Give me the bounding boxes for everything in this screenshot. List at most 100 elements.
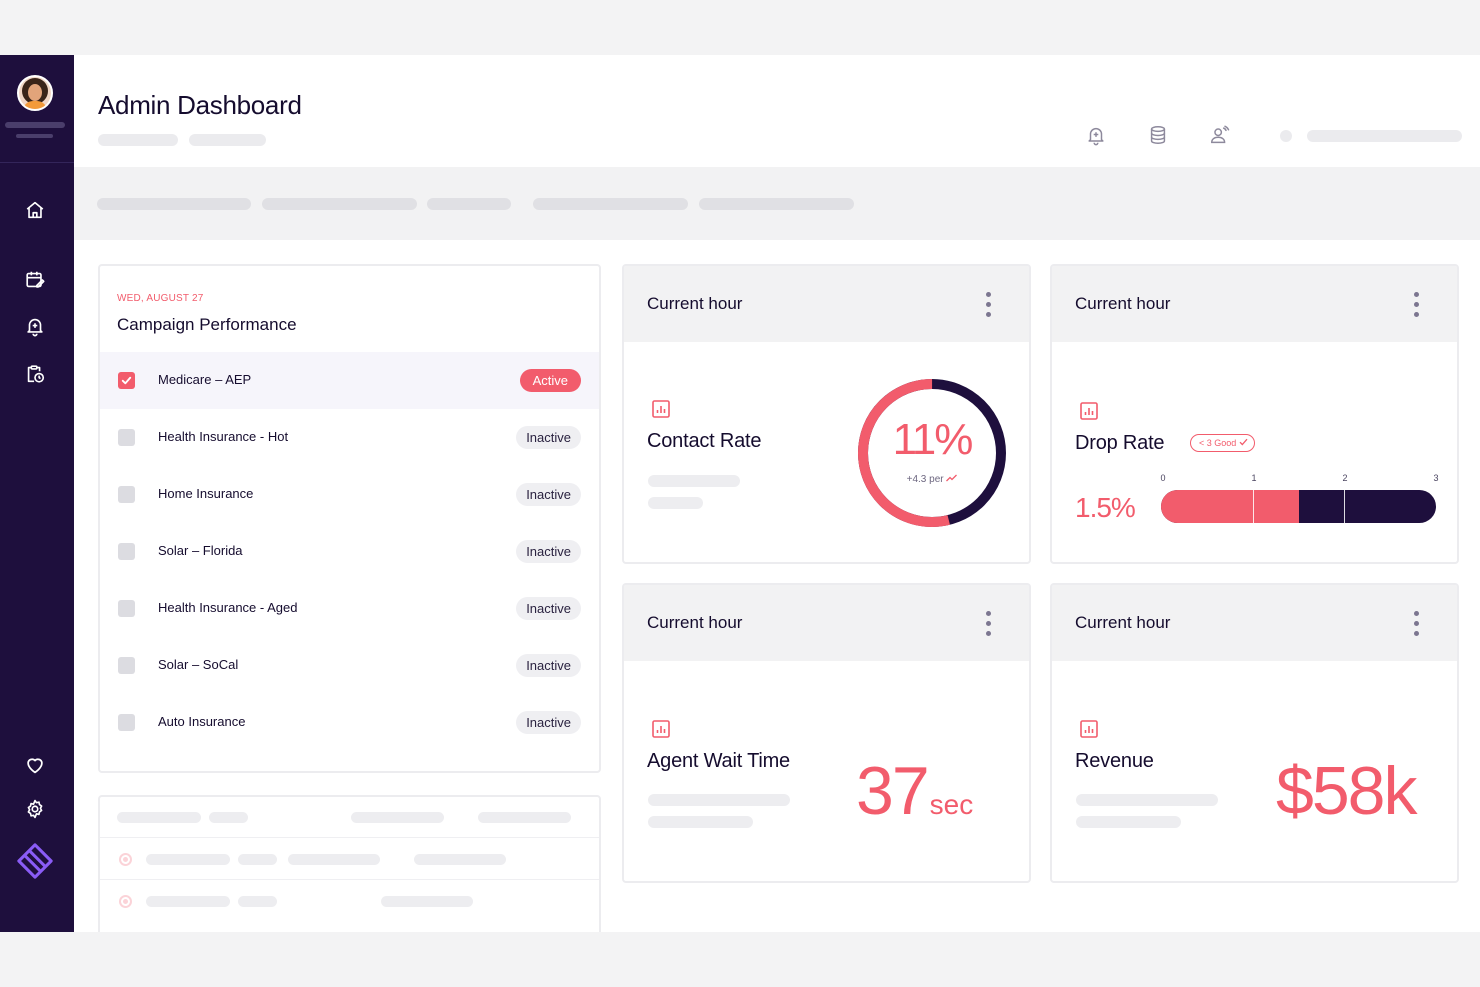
card-header: Current hour — [624, 585, 1029, 661]
heart-icon[interactable] — [22, 752, 48, 778]
status-badge[interactable]: Inactive — [516, 483, 581, 506]
more-options-icon[interactable] — [985, 292, 993, 318]
check-icon — [1239, 438, 1248, 446]
campaign-checkbox[interactable] — [118, 543, 135, 560]
campaign-checkbox[interactable] — [118, 429, 135, 446]
chart-icon — [1079, 401, 1099, 421]
campaign-checkbox[interactable] — [118, 657, 135, 674]
cell-placeholder — [381, 896, 473, 907]
page-header: Admin Dashboard — [74, 55, 1480, 167]
brand-logo-icon[interactable] — [15, 842, 55, 880]
campaign-row[interactable]: Solar – SoCal Inactive — [100, 637, 599, 694]
drop-rate-card: Current hour Drop Rate < 3 Good 1.5% 0 1… — [1050, 264, 1459, 564]
filter-placeholder[interactable] — [262, 198, 417, 210]
cell-placeholder — [288, 854, 380, 865]
drop-rate-bar — [1161, 490, 1436, 523]
metric-change: +4.3 per — [855, 474, 1009, 485]
metric-label: Revenue — [1075, 750, 1154, 772]
secondary-list-panel — [98, 795, 601, 932]
metric-value: 37 — [856, 753, 930, 829]
metric-label: Drop Rate — [1075, 432, 1165, 454]
status-badge[interactable]: Inactive — [516, 711, 581, 734]
status-badge[interactable]: Inactive — [516, 426, 581, 449]
scale-tick-label: 0 — [1160, 473, 1166, 483]
campaign-name: Solar – SoCal — [158, 657, 239, 672]
campaign-panel-title: Campaign Performance — [117, 315, 297, 334]
metric-change-text: +4.3 per — [906, 474, 944, 485]
contact-rate-ring — [858, 379, 1006, 527]
status-badge[interactable]: Inactive — [516, 540, 581, 563]
sidebar-user — [0, 55, 74, 163]
metric-value: $58k — [1276, 753, 1417, 829]
campaign-row[interactable]: Solar – Florida Inactive — [100, 523, 599, 580]
drop-rate-scale: 0 1 2 3 — [1160, 473, 1439, 485]
cell-placeholder — [146, 896, 230, 907]
filter-placeholder[interactable] — [427, 198, 511, 210]
database-icon[interactable] — [1146, 123, 1170, 147]
gear-icon[interactable] — [22, 796, 48, 822]
ring-arc — [858, 379, 1006, 527]
chart-icon — [651, 719, 671, 739]
target-badge: < 3 Good — [1190, 434, 1255, 452]
column-placeholder — [117, 812, 201, 823]
status-badge[interactable]: Inactive — [516, 654, 581, 677]
subtitle-placeholder — [189, 134, 266, 146]
metric-unit: sec — [929, 789, 974, 820]
campaign-row[interactable]: Auto Insurance Inactive — [100, 694, 599, 751]
contact-rate-card: Current hour Contact Rate 11% +4.3 per — [622, 264, 1031, 564]
filter-placeholder[interactable] — [533, 198, 688, 210]
campaign-row[interactable]: Medicare – AEP Active — [100, 352, 599, 409]
campaign-checkbox[interactable] — [118, 372, 135, 389]
more-options-icon[interactable] — [1413, 292, 1421, 318]
scale-tick-label: 1 — [1251, 473, 1257, 483]
card-header: Current hour — [1052, 585, 1457, 661]
more-options-icon[interactable] — [985, 611, 993, 637]
scale-tick-label: 3 — [1433, 473, 1439, 483]
metric-value-group: 37sec — [856, 757, 973, 825]
campaign-name: Health Insurance - Hot — [158, 429, 289, 444]
campaign-row[interactable]: Health Insurance - Hot Inactive — [100, 409, 599, 466]
column-placeholder — [351, 812, 444, 823]
metric-subtext-placeholder — [1076, 794, 1218, 806]
campaign-checkbox[interactable] — [118, 486, 135, 503]
cell-placeholder — [414, 854, 506, 865]
campaign-row[interactable]: Home Insurance Inactive — [100, 466, 599, 523]
status-badge[interactable]: Active — [519, 369, 581, 392]
campaign-name: Medicare – AEP — [158, 372, 252, 387]
list-radio[interactable] — [119, 895, 132, 908]
card-header: Current hour — [1052, 266, 1457, 342]
avatar[interactable] — [17, 75, 53, 111]
cell-placeholder — [238, 854, 277, 865]
drop-rate-bar-fill — [1161, 490, 1299, 523]
card-header-title: Current hour — [647, 613, 743, 632]
more-options-icon[interactable] — [1413, 611, 1421, 637]
campaign-performance-panel: WED, AUGUST 27 Campaign Performance Medi… — [98, 264, 601, 773]
user-signal-icon[interactable] — [1208, 123, 1232, 147]
bell-plus-icon[interactable] — [22, 313, 48, 339]
campaign-name: Solar – Florida — [158, 543, 243, 558]
home-icon[interactable] — [22, 197, 48, 223]
trend-up-icon — [946, 474, 958, 482]
campaign-name: Auto Insurance — [158, 714, 246, 729]
campaign-name: Health Insurance - Aged — [158, 600, 298, 615]
status-dot-placeholder — [1280, 130, 1292, 142]
user-role-placeholder — [16, 134, 53, 138]
campaign-row[interactable]: Health Insurance - Aged Inactive — [100, 580, 599, 637]
chart-icon — [651, 399, 671, 419]
campaign-checkbox[interactable] — [118, 714, 135, 731]
card-header: Current hour — [624, 266, 1029, 342]
user-name-placeholder — [5, 122, 65, 128]
status-badge[interactable]: Inactive — [516, 597, 581, 620]
metric-label: Contact Rate — [647, 430, 762, 452]
calendar-edit-icon[interactable] — [22, 267, 48, 293]
cell-placeholder — [146, 854, 230, 865]
filter-placeholder[interactable] — [97, 198, 251, 210]
filter-placeholder[interactable] — [699, 198, 854, 210]
chart-icon — [1079, 719, 1099, 739]
bell-plus-icon[interactable] — [1084, 123, 1108, 147]
card-header-title: Current hour — [647, 294, 743, 313]
clipboard-clock-icon[interactable] — [22, 361, 48, 387]
list-radio[interactable] — [119, 853, 132, 866]
campaign-checkbox[interactable] — [118, 600, 135, 617]
app-window: Admin Dashboard WED, AUGUST 27 Campaign … — [0, 55, 1480, 932]
